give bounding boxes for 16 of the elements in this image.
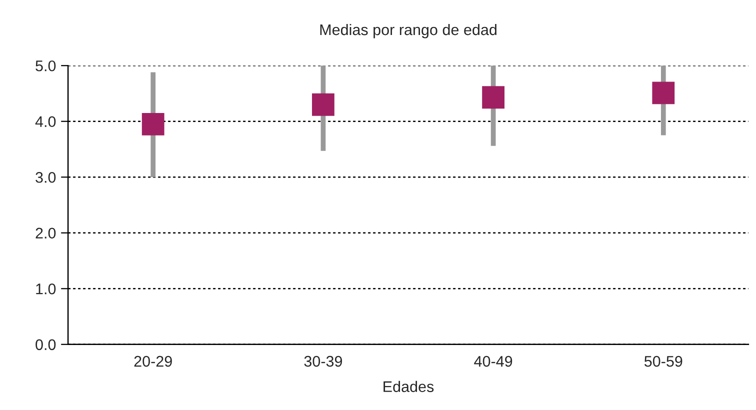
y-tick-label: 5.0 xyxy=(36,60,56,72)
x-tick-label: 50-59 xyxy=(644,356,682,367)
x-axis-title: Edades xyxy=(384,380,434,392)
point xyxy=(652,82,675,104)
y-tick-label: 0.0 xyxy=(36,339,56,350)
chart-title: Medias por rango de edad xyxy=(320,24,496,38)
y-tick-label: 2.0 xyxy=(36,228,56,239)
x-tick-label: 20-29 xyxy=(134,356,172,367)
point xyxy=(312,93,334,116)
x-tick-label: 30-39 xyxy=(304,356,342,367)
x-tick-label: 40-49 xyxy=(474,356,512,367)
point xyxy=(482,86,504,109)
point xyxy=(142,112,164,136)
y-tick-label: 1.0 xyxy=(36,284,56,294)
y-tick-label: 3.0 xyxy=(36,172,56,183)
y-tick-label: 4.0 xyxy=(35,116,56,128)
